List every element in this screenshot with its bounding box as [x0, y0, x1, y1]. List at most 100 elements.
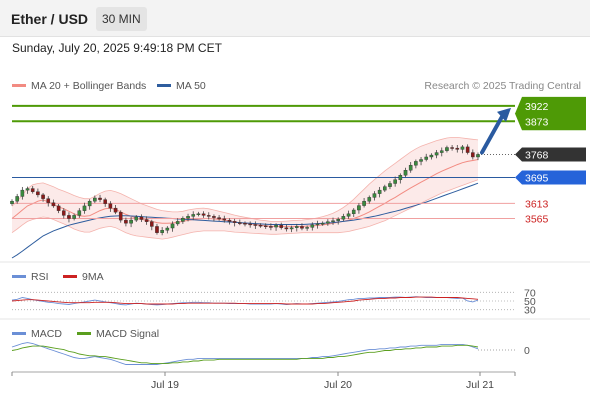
legend-label-macd-signal: MACD Signal [96, 328, 160, 340]
candle [450, 147, 454, 149]
macd-signal-line [11, 344, 479, 365]
candle [388, 183, 392, 187]
legend-ma20: MA 20 + Bollinger Bands [12, 80, 146, 92]
candle [258, 224, 263, 227]
candle [351, 209, 356, 215]
candle [217, 217, 221, 220]
legend-label-rsi: RSI [31, 271, 49, 283]
candle [310, 224, 315, 228]
candle [206, 215, 211, 217]
candle [108, 203, 113, 209]
last-price-tag [515, 147, 586, 162]
chart-datetime: Sunday, July 20, 2025 9:49:18 PM CET [12, 41, 222, 55]
last-price-label: 3768 [525, 149, 549, 161]
candle [51, 202, 56, 207]
legend-label-rsi-ma: 9MA [82, 271, 104, 283]
candle [232, 221, 237, 223]
candle [269, 226, 273, 228]
candle [315, 223, 320, 226]
legend-macd-signal: MACD Signal [77, 328, 159, 340]
candle [336, 218, 341, 221]
candle [222, 218, 227, 221]
candle [377, 189, 382, 194]
legend-label-macd: MACD [31, 328, 62, 340]
candle [383, 186, 387, 191]
candle [455, 147, 460, 150]
candle [212, 216, 216, 218]
candle [341, 216, 346, 220]
candle [367, 197, 372, 202]
candle [41, 194, 45, 199]
candle [25, 188, 30, 191]
candle [294, 226, 299, 228]
candle [82, 205, 87, 211]
legend-swatch-macd [12, 331, 26, 335]
bollinger-band-area [12, 137, 478, 240]
candle [248, 223, 252, 226]
candle [30, 188, 35, 192]
resistance-value-label: 3922 [525, 101, 549, 113]
candle [424, 156, 429, 160]
candle [238, 222, 242, 224]
candle [20, 189, 25, 197]
chart-header-bar: Ether / USD 30 MIN [0, 0, 590, 37]
candle [36, 191, 40, 196]
candle [263, 225, 268, 228]
legend-swatch-macd-signal [77, 331, 91, 335]
candle [72, 215, 76, 219]
candle [326, 221, 330, 224]
candle [118, 212, 123, 221]
candle [61, 210, 66, 216]
candle [398, 175, 403, 180]
candle [434, 152, 439, 156]
candle [181, 218, 185, 222]
candle [465, 146, 470, 153]
candle [186, 216, 190, 219]
rsi-ma-line [11, 296, 479, 305]
legend-rsi-ma: 9MA [63, 271, 104, 283]
legend-rsi: RSI [12, 271, 49, 283]
forecast-arrow-shaft [480, 112, 505, 155]
candle [429, 154, 434, 158]
macd-zero-label: 0 [524, 345, 530, 357]
main-price-panel: 3922 3873 3768 3695 3613 3565 [0, 96, 590, 320]
candle [129, 219, 133, 224]
candle [476, 154, 480, 158]
candle [372, 193, 377, 198]
timeframe-selector[interactable]: 30 MIN [96, 7, 147, 31]
legend-ma50: MA 50 [157, 80, 206, 92]
candle [15, 196, 19, 202]
legend-swatch-ma20 [12, 83, 26, 87]
candle [67, 215, 71, 219]
forecast-arrow-head [497, 107, 511, 122]
candle [305, 227, 309, 229]
time-tick-label: Jul 20 [324, 379, 352, 391]
candle [196, 213, 201, 216]
candle [408, 164, 413, 171]
macd-panel: 0 [11, 342, 530, 365]
candle [160, 230, 164, 233]
rsi-level-label: 50 [524, 296, 536, 308]
legend-swatch-rsi-ma [63, 274, 77, 278]
candle [274, 224, 278, 228]
candle [439, 150, 444, 153]
time-tick-label: Jul 19 [151, 379, 179, 391]
candle [170, 223, 175, 229]
candle [243, 223, 247, 225]
legend-swatch-rsi [12, 274, 26, 278]
candle [445, 147, 449, 151]
time-axis: Jul 19 Jul 20 Jul 21 [11, 371, 516, 391]
candle [10, 200, 14, 204]
candle [414, 161, 418, 166]
candle [144, 219, 149, 222]
candle [93, 197, 97, 202]
candle [289, 227, 294, 230]
candle [320, 223, 325, 225]
candle [403, 170, 408, 176]
rsi-level-label: 70 [524, 287, 536, 299]
candle [393, 179, 397, 184]
candle [300, 226, 304, 229]
support-value-label: 3613 [525, 198, 549, 210]
